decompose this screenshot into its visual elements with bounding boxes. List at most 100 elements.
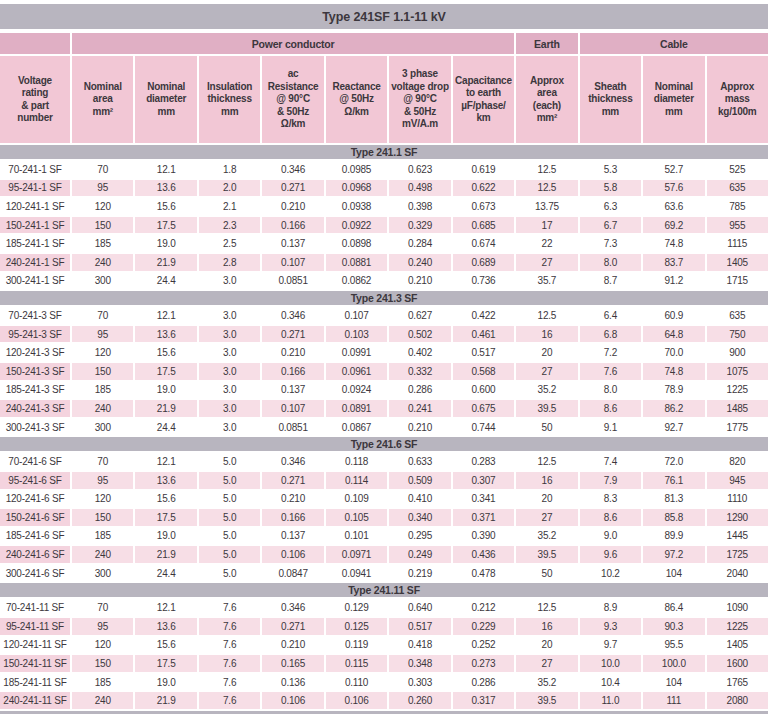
part-number-cell: 150-241-3 SF	[0, 363, 70, 380]
data-cell: 0.210	[262, 344, 323, 361]
data-cell: 21.9	[135, 254, 196, 271]
data-cell: 635	[707, 307, 768, 324]
data-cell: 95	[72, 326, 133, 343]
data-cell: 0.623	[389, 161, 450, 178]
data-cell: 19.0	[135, 528, 196, 545]
section-header: Type 241.3 SF	[0, 291, 768, 305]
data-cell: 300	[72, 565, 133, 582]
data-cell: 27	[516, 655, 577, 672]
data-cell: 1445	[707, 528, 768, 545]
column-header-8: Approx area (each) mm²	[516, 56, 577, 143]
data-cell: 83.7	[643, 254, 704, 271]
data-cell: 300	[72, 419, 133, 436]
data-cell: 525	[707, 161, 768, 178]
data-cell: 39.5	[516, 546, 577, 563]
data-cell: 120	[72, 637, 133, 654]
data-cell: 0.600	[453, 382, 514, 399]
data-cell: 635	[707, 180, 768, 197]
section-header: Type 241.11 SF	[0, 583, 768, 597]
data-cell: 0.286	[453, 674, 514, 691]
data-cell: 1765	[707, 674, 768, 691]
data-cell: 0.0985	[326, 161, 387, 178]
part-number-cell: 120-241-1 SF	[0, 198, 70, 215]
data-cell: 0.502	[389, 326, 450, 343]
data-cell: 0.271	[262, 618, 323, 635]
data-cell: 120	[72, 491, 133, 508]
data-cell: 19.0	[135, 674, 196, 691]
column-header-10: Nominal diameter mm	[643, 56, 704, 143]
data-cell: 5.0	[199, 491, 260, 508]
data-cell: 0.118	[326, 453, 387, 470]
table-title-band: Type 241SF 1.1-11 kV	[0, 4, 768, 29]
data-cell: 0.110	[326, 674, 387, 691]
part-number-cell: 300-241-3 SF	[0, 419, 70, 436]
data-cell: 10.0	[580, 655, 641, 672]
data-cell: 2.5	[199, 235, 260, 252]
data-cell: 3.0	[199, 273, 260, 290]
part-number-cell: 120-241-11 SF	[0, 637, 70, 654]
data-cell: 0.685	[453, 217, 514, 234]
data-cell: 240	[72, 254, 133, 271]
data-cell: 0.109	[326, 491, 387, 508]
data-cell: 17	[516, 217, 577, 234]
data-cell: 104	[643, 565, 704, 582]
part-number-cell: 185-241-1 SF	[0, 235, 70, 252]
data-cell: 0.0851	[262, 419, 323, 436]
data-cell: 0.622	[453, 180, 514, 197]
data-cell: 0.252	[453, 637, 514, 654]
data-cell: 39.5	[516, 400, 577, 417]
data-cell: 21.9	[135, 400, 196, 417]
column-header-9: Sheath thickness mm	[580, 56, 641, 143]
data-cell: 150	[72, 217, 133, 234]
data-cell: 0.107	[326, 307, 387, 324]
data-cell: 0.390	[453, 528, 514, 545]
data-cell: 10.4	[580, 674, 641, 691]
data-cell: 0.249	[389, 546, 450, 563]
group-header-cable: Cable	[580, 33, 768, 54]
data-cell: 100.0	[643, 655, 704, 672]
data-cell: 0.348	[389, 655, 450, 672]
data-cell: 0.341	[453, 491, 514, 508]
data-cell: 0.303	[389, 674, 450, 691]
data-cell: 3.0	[199, 419, 260, 436]
data-cell: 91.2	[643, 273, 704, 290]
data-cell: 7.6	[199, 674, 260, 691]
data-cell: 0.422	[453, 307, 514, 324]
data-cell: 69.2	[643, 217, 704, 234]
data-cell: 0.106	[262, 546, 323, 563]
data-cell: 21.9	[135, 692, 196, 709]
data-cell: 5.0	[199, 528, 260, 545]
data-cell: 6.7	[580, 217, 641, 234]
data-cell: 0.402	[389, 344, 450, 361]
data-cell: 0.736	[453, 273, 514, 290]
data-cell: 0.0867	[326, 419, 387, 436]
data-cell: 0.398	[389, 198, 450, 215]
data-cell: 0.0847	[262, 565, 323, 582]
data-cell: 0.689	[453, 254, 514, 271]
data-cell: 0.136	[262, 674, 323, 691]
data-cell: 70	[72, 307, 133, 324]
data-cell: 7.3	[580, 235, 641, 252]
data-cell: 70	[72, 453, 133, 470]
data-cell: 0.619	[453, 161, 514, 178]
group-header-earth: Earth	[516, 33, 577, 54]
data-cell: 1090	[707, 599, 768, 616]
data-cell: 63.6	[643, 198, 704, 215]
data-cell: 0.517	[453, 344, 514, 361]
section-header: Type 241.6 SF	[0, 437, 768, 451]
data-cell: 9.6	[580, 546, 641, 563]
data-cell: 24.4	[135, 565, 196, 582]
data-cell: 12.5	[516, 599, 577, 616]
data-cell: 0.371	[453, 509, 514, 526]
data-cell: 15.6	[135, 344, 196, 361]
data-cell: 0.0891	[326, 400, 387, 417]
part-number-cell: 240-241-6 SF	[0, 546, 70, 563]
data-cell: 300	[72, 273, 133, 290]
data-cell: 27	[516, 254, 577, 271]
part-number-cell: 300-241-6 SF	[0, 565, 70, 582]
data-cell: 240	[72, 400, 133, 417]
data-cell: 74.8	[643, 235, 704, 252]
data-cell: 185	[72, 382, 133, 399]
data-cell: 1075	[707, 363, 768, 380]
part-number-cell: 240-241-3 SF	[0, 400, 70, 417]
